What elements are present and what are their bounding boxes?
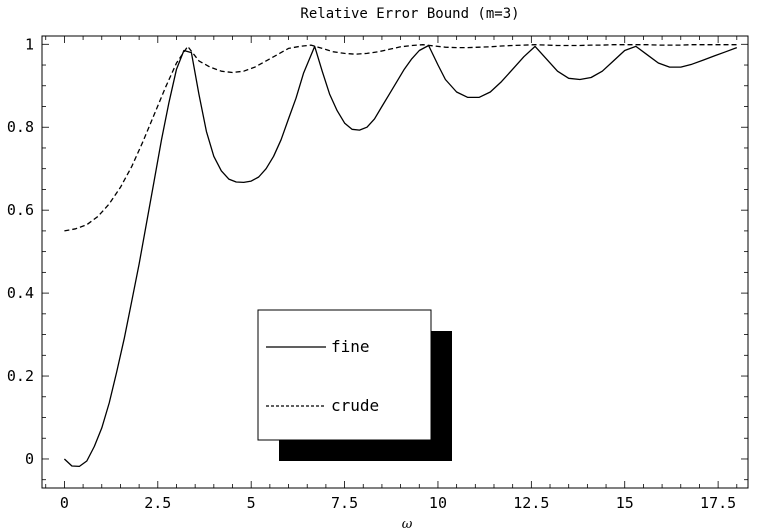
x-axis-ticks: 0 2.5 5 7.5 10 12.5 15 17.5: [45, 36, 738, 512]
legend-label-crude: crude: [331, 396, 379, 415]
series-group: [63, 44, 738, 468]
series-line-crude: [64, 44, 737, 232]
legend-label-fine: fine: [331, 337, 370, 356]
y-tick-label: 0: [25, 450, 34, 468]
plot-frame: [41, 35, 749, 489]
plot-border: [41, 35, 749, 489]
x-tick-label: 15: [616, 494, 634, 512]
legend: fine crude: [257, 309, 452, 461]
y-tick-label: 0.8: [7, 118, 34, 136]
legend-box: [257, 309, 432, 441]
x-tick-label: 2.5: [144, 494, 171, 512]
series-line-fine: [63, 44, 738, 468]
y-tick-label: 0.4: [7, 284, 34, 302]
chart-title: Relative Error Bound (m=3): [300, 6, 519, 22]
y-tick-label: 0.2: [7, 367, 34, 385]
x-tick-label: 0: [60, 494, 69, 512]
x-tick-label: 10: [429, 494, 447, 512]
x-tick-label: 7.5: [331, 494, 358, 512]
y-tick-label: 0.6: [7, 201, 34, 219]
x-axis-label: ω: [402, 517, 413, 532]
x-tick-label: 12.5: [513, 494, 549, 512]
x-tick-label: 17.5: [700, 494, 736, 512]
y-axis-ticks: 0 0.2 0.4 0.6 0.8 1: [7, 35, 748, 481]
y-tick-label: 1: [25, 35, 34, 53]
x-tick-label: 5: [247, 494, 256, 512]
